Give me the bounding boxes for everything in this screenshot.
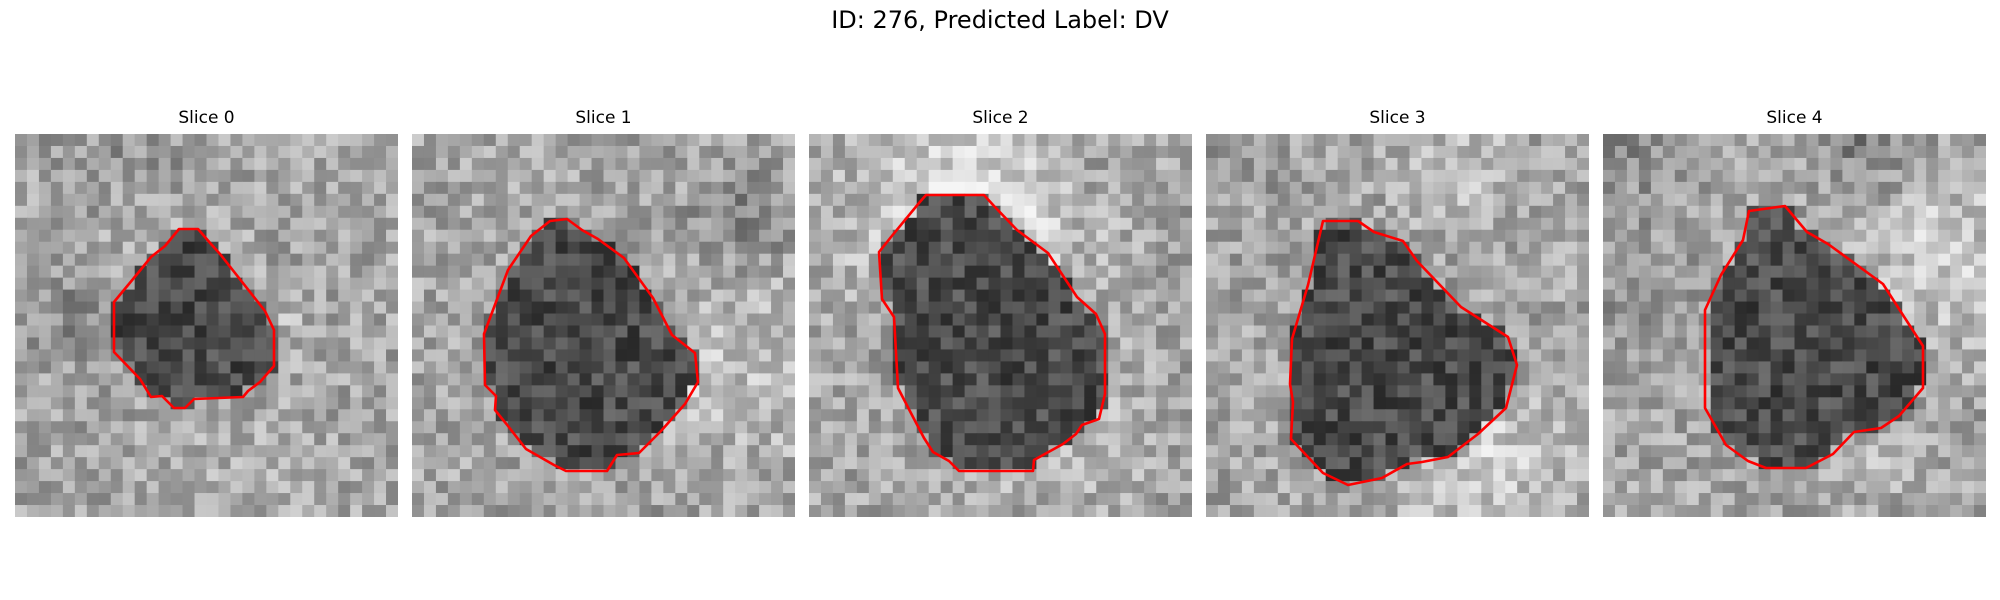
segmentation-contour-0 <box>112 227 276 410</box>
figure-title: ID: 276, Predicted Label: DV <box>831 6 1169 34</box>
slice-panel-4: Slice 4 <box>1603 108 1986 518</box>
slice-panel-3: Slice 3 <box>1206 108 1589 518</box>
segmentation-contour-1 <box>482 217 700 473</box>
grayscale-pixel-grid-4 <box>1603 134 1986 517</box>
slice-title-4: Slice 4 <box>1766 108 1823 128</box>
grayscale-pixel-grid-0 <box>15 134 398 517</box>
slice-title-2: Slice 2 <box>972 108 1029 128</box>
slice-image-4 <box>1603 134 1986 517</box>
slice-image-0 <box>15 134 398 517</box>
slice-image-3 <box>1206 134 1589 517</box>
slice-image-2 <box>809 134 1192 517</box>
segmentation-contour-4 <box>1703 204 1925 470</box>
grayscale-pixel-grid-2 <box>809 134 1192 517</box>
slice-title-3: Slice 3 <box>1369 108 1426 128</box>
segmentation-contour-2 <box>877 193 1107 473</box>
slice-panel-0: Slice 0 <box>15 108 398 518</box>
slice-panel-1: Slice 1 <box>412 108 795 518</box>
grayscale-pixel-grid-3 <box>1206 134 1589 517</box>
slice-title-1: Slice 1 <box>575 108 632 128</box>
grayscale-pixel-grid-1 <box>412 134 795 517</box>
slice-panel-2: Slice 2 <box>809 108 1192 518</box>
segmentation-contour-3 <box>1288 219 1519 487</box>
slice-image-1 <box>412 134 795 517</box>
slice-title-0: Slice 0 <box>178 108 235 128</box>
